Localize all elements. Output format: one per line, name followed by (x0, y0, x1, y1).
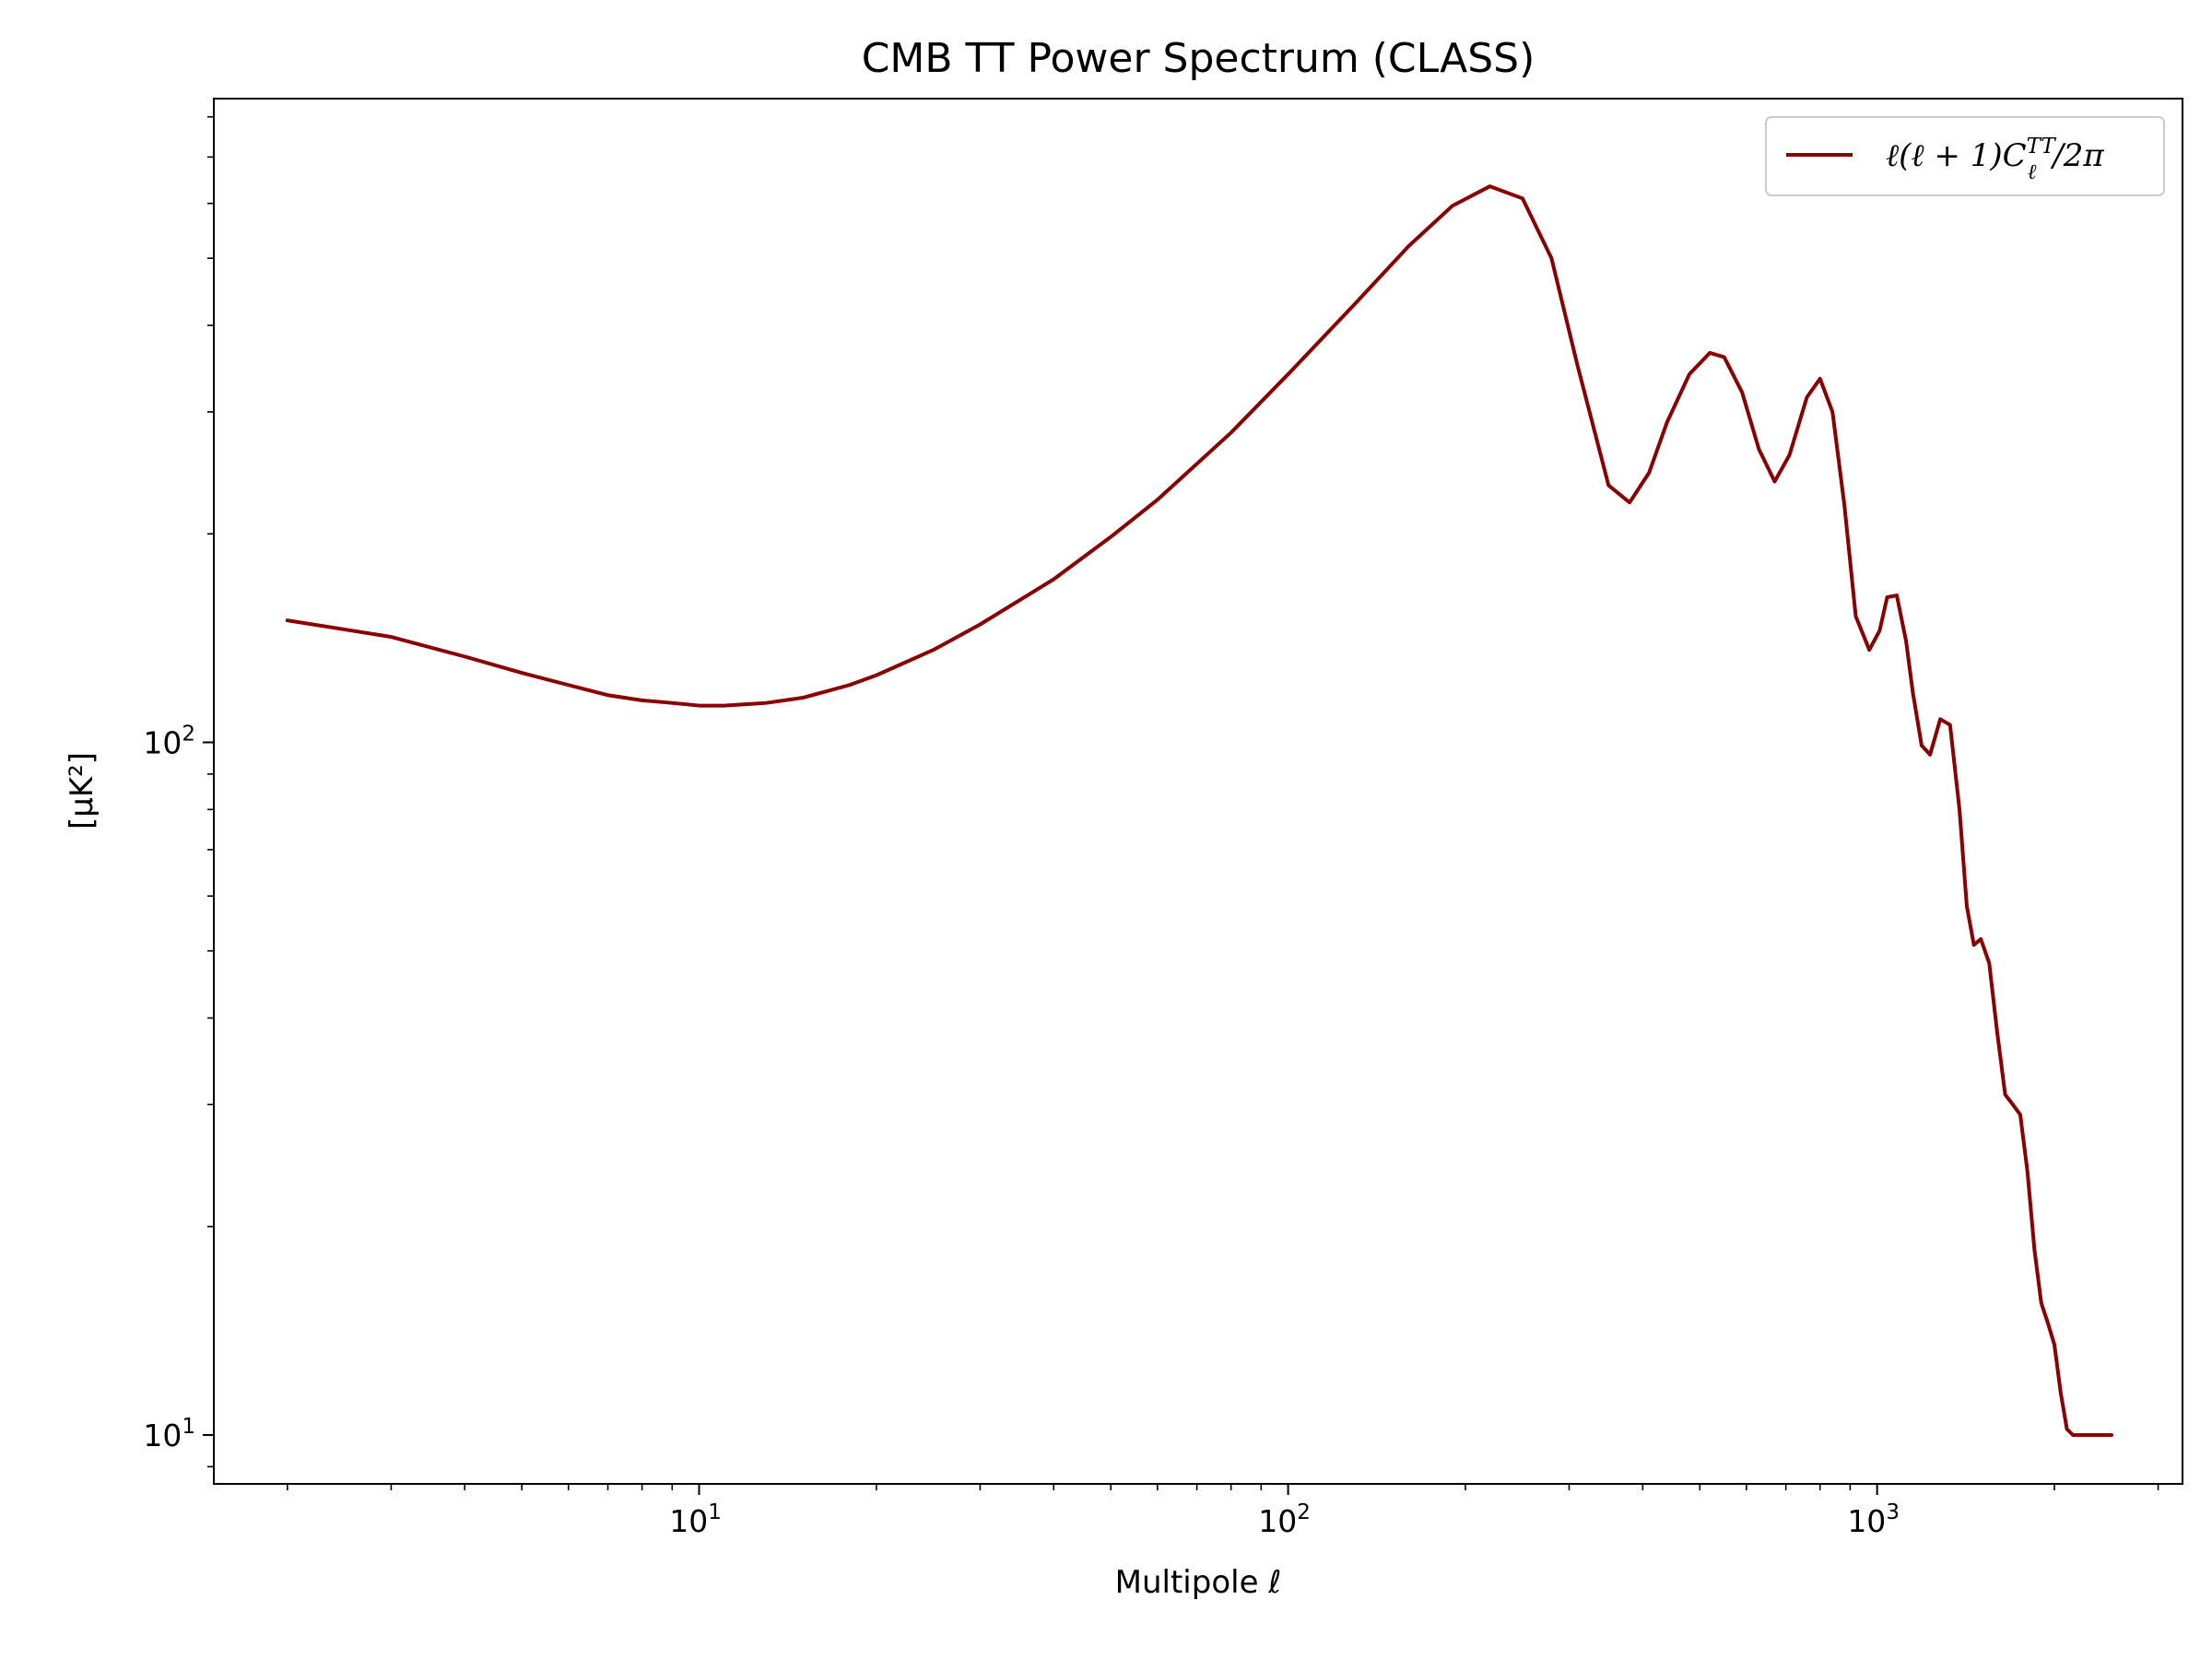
x-tick-label: 101 (669, 1500, 722, 1539)
legend-box (1765, 116, 2165, 196)
plot-background (214, 99, 2183, 1484)
x-tick-exponent: 2 (1297, 1500, 1311, 1524)
y-tick-base: 10 (143, 1418, 182, 1453)
legend-entry: ℓ(ℓ + 1)CTT ℓ/2π (1886, 135, 2104, 184)
x-tick-label: 103 (1847, 1500, 1900, 1539)
legend: ℓ(ℓ + 1)CTT ℓ/2π (1765, 116, 2165, 196)
plot-frame (213, 98, 2183, 1485)
legend-superscript: TT (2027, 135, 2057, 159)
y-tick-label: 101 (143, 1415, 195, 1453)
series-layer (285, 184, 2113, 1437)
x-tick-base: 10 (1258, 1503, 1297, 1539)
y-tick-base: 10 (143, 724, 182, 760)
y-tick-exponent: 2 (182, 722, 195, 746)
series-line-0 (285, 184, 2113, 1437)
x-tick-exponent: 1 (708, 1500, 722, 1524)
y-axis-label: [μK²] (64, 752, 100, 830)
y-tick-exponent: 1 (182, 1415, 195, 1439)
x-tick-base: 10 (669, 1503, 708, 1539)
legend-main-text: ℓ(ℓ + 1)C (1886, 137, 2027, 174)
legend-subscript: ℓ (2028, 160, 2037, 184)
chart-title: CMB TT Power Spectrum (CLASS) (862, 35, 1535, 82)
y-tick-label: 102 (143, 722, 195, 760)
x-tick-base: 10 (1847, 1503, 1886, 1539)
plot-area (213, 98, 2183, 1485)
x-tick-label: 102 (1258, 1500, 1311, 1539)
x-axis-ticks: 101 102 103 (287, 1484, 2159, 1539)
x-axis-label: Multipole ℓ (1115, 1564, 1282, 1601)
legend-tail-text: /2π (2050, 137, 2104, 174)
x-tick-exponent: 3 (1886, 1500, 1900, 1524)
